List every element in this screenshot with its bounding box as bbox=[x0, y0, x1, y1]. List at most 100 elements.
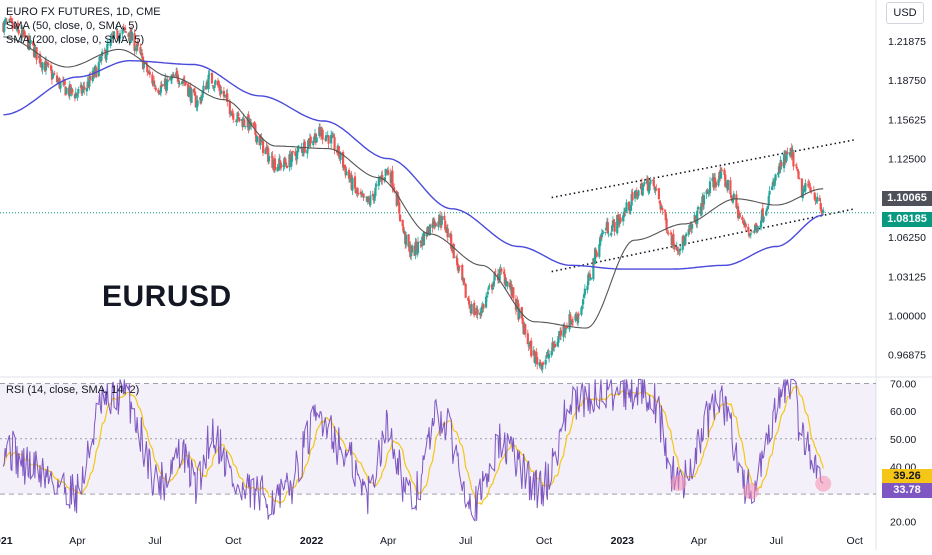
candle-down bbox=[619, 217, 622, 223]
candle-down bbox=[89, 76, 92, 81]
candle-up bbox=[487, 287, 490, 290]
candle-up bbox=[726, 179, 729, 191]
candle-down bbox=[32, 40, 35, 46]
candle-up bbox=[592, 258, 595, 280]
candle-up bbox=[702, 195, 706, 205]
time-tick-label: Oct bbox=[225, 535, 241, 547]
sma200-line bbox=[3, 60, 824, 270]
candle-up bbox=[756, 225, 759, 232]
candle-up bbox=[330, 135, 333, 144]
candle-down bbox=[278, 160, 282, 164]
candle-up bbox=[748, 234, 752, 236]
candle-down bbox=[516, 300, 519, 305]
candle-up bbox=[261, 139, 264, 142]
candle-up bbox=[589, 277, 592, 280]
candle-up bbox=[383, 177, 386, 182]
candle-up bbox=[708, 181, 712, 194]
candle-down bbox=[577, 314, 580, 316]
candle-down bbox=[347, 169, 351, 179]
candle-down bbox=[151, 74, 154, 84]
candle-up bbox=[677, 251, 680, 252]
candle-down bbox=[9, 18, 13, 21]
candle-down bbox=[160, 84, 163, 87]
candle-down bbox=[694, 216, 697, 220]
candle-up bbox=[428, 224, 432, 236]
candle-down bbox=[635, 191, 638, 198]
candle-down bbox=[10, 20, 14, 22]
candle-down bbox=[434, 223, 437, 226]
candle-down bbox=[672, 233, 675, 246]
candle-up bbox=[170, 77, 174, 80]
candle-up bbox=[85, 87, 88, 92]
candle-up bbox=[637, 190, 640, 197]
candle-down bbox=[294, 151, 297, 156]
candle-down bbox=[309, 136, 312, 144]
candle-down bbox=[38, 53, 42, 64]
candle-down bbox=[661, 207, 664, 211]
candle-down bbox=[5, 21, 8, 23]
candle-down bbox=[285, 165, 288, 169]
candle-down bbox=[720, 170, 724, 172]
candle-down bbox=[814, 200, 817, 201]
candle-down bbox=[616, 214, 620, 219]
candle-down bbox=[83, 86, 86, 90]
candle-up bbox=[593, 248, 597, 264]
candle-up bbox=[315, 137, 318, 143]
candle-up bbox=[117, 39, 120, 41]
candle-down bbox=[172, 74, 175, 78]
candle-down bbox=[341, 152, 345, 168]
candle-up bbox=[773, 179, 776, 186]
candle-up bbox=[768, 190, 771, 195]
candle-up bbox=[29, 40, 32, 44]
channel-trend-line bbox=[551, 208, 855, 273]
candle-down bbox=[407, 234, 410, 247]
candle-up bbox=[610, 232, 613, 236]
candle-up bbox=[296, 150, 299, 160]
candle-up bbox=[788, 152, 792, 156]
candle-down bbox=[26, 35, 29, 38]
candle-up bbox=[804, 183, 807, 192]
candle-up bbox=[202, 85, 205, 92]
candle-up bbox=[485, 295, 489, 298]
candle-down bbox=[356, 187, 359, 194]
candle-up bbox=[648, 183, 651, 191]
candle-up bbox=[81, 89, 84, 93]
candle-up bbox=[506, 281, 509, 287]
candle-up bbox=[190, 88, 193, 103]
candle-down bbox=[798, 178, 801, 180]
candle-down bbox=[571, 321, 575, 323]
candle-down bbox=[688, 228, 691, 230]
candle-up bbox=[94, 66, 97, 69]
time-tick-label: 2023 bbox=[611, 535, 635, 547]
candle-down bbox=[631, 192, 634, 201]
candle-down bbox=[398, 202, 401, 214]
rsi-line bbox=[2, 378, 824, 522]
candle-down bbox=[228, 100, 231, 114]
candle-up bbox=[765, 209, 769, 211]
candle-up bbox=[422, 231, 426, 246]
candle-up bbox=[570, 319, 573, 325]
candle-up bbox=[785, 152, 788, 161]
candle-down bbox=[819, 202, 822, 210]
currency-button[interactable]: USD bbox=[886, 2, 924, 24]
candle-up bbox=[223, 94, 226, 97]
candle-up bbox=[564, 330, 567, 334]
candle-down bbox=[724, 174, 727, 187]
candle-up bbox=[44, 61, 48, 71]
candle-down bbox=[116, 30, 119, 40]
candle-down bbox=[682, 236, 685, 242]
candle-down bbox=[419, 241, 422, 243]
candle-down bbox=[612, 220, 615, 222]
candle-down bbox=[332, 135, 335, 138]
candle-up bbox=[326, 135, 329, 136]
candle-up bbox=[88, 75, 91, 87]
candle-down bbox=[456, 257, 459, 266]
candle-up bbox=[767, 195, 770, 206]
candle-down bbox=[539, 362, 542, 363]
candle-up bbox=[547, 354, 551, 359]
candle-down bbox=[272, 168, 275, 170]
candle-down bbox=[243, 119, 246, 126]
candle-up bbox=[641, 187, 644, 196]
candle-up bbox=[244, 126, 247, 127]
